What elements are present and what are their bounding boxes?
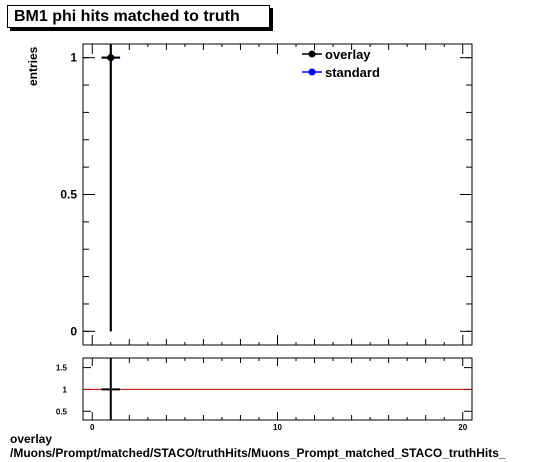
- chart-title: BM1 phi hits matched to truth: [14, 8, 240, 25]
- y-tick-label: 0.5: [60, 188, 77, 202]
- y-tick-label: 0: [70, 324, 77, 338]
- main-plot-frame: [82, 43, 473, 346]
- ratio-x-tick-label: 10: [273, 423, 282, 432]
- legend-entry: overlay: [325, 47, 371, 62]
- legend-marker: [308, 68, 316, 76]
- footer-line-1: overlay: [10, 432, 53, 446]
- data-point: [107, 54, 115, 62]
- ratio-x-tick-label: 0: [90, 423, 95, 432]
- y-tick-label: 1: [70, 51, 77, 65]
- ratio-x-tick-label: 20: [458, 423, 467, 432]
- legend-marker: [308, 50, 316, 58]
- chart-title-box: BM1 phi hits matched to truth: [7, 5, 270, 28]
- legend-entry: standard: [325, 65, 380, 80]
- ratio-y-tick-label: 1: [63, 385, 68, 394]
- footer-line-2: /Muons/Prompt/matched/STACO/truthHits/Mu…: [10, 446, 506, 460]
- ratio-y-tick-label: 1.5: [56, 364, 68, 373]
- ratio-y-tick-label: 0.5: [56, 407, 68, 416]
